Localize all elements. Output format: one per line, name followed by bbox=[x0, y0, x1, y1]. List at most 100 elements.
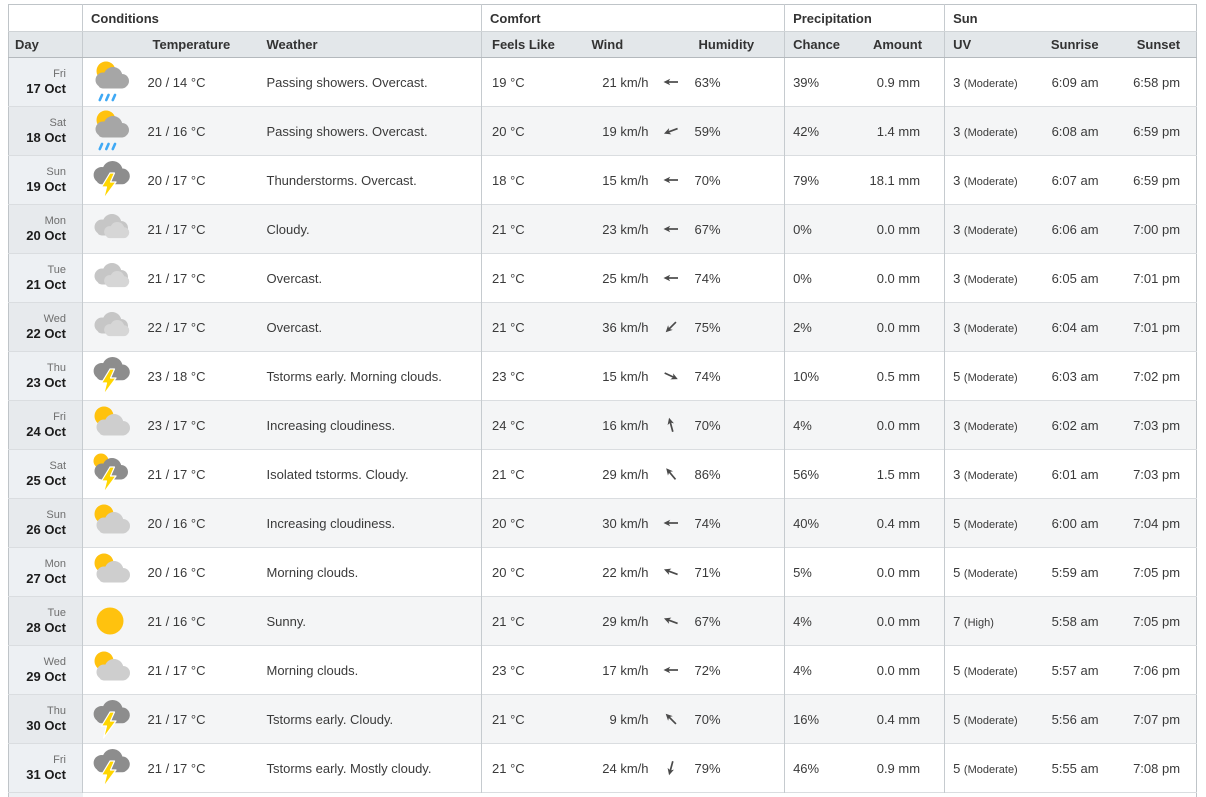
precip-amount-cell: 0.5 mm bbox=[859, 351, 945, 401]
precip-amount-cell: 0.0 mm bbox=[859, 645, 945, 695]
wind-speed-cell: 17 km/h bbox=[581, 645, 656, 695]
weather-description-cell: Tstorms early. Morning clouds. bbox=[258, 351, 482, 401]
sunrise-cell: 6:06 am bbox=[1046, 204, 1107, 254]
uv-value: 3 bbox=[953, 74, 961, 90]
precip-amount-cell: 0.4 mm bbox=[859, 498, 945, 548]
wind-direction-arrow-icon bbox=[658, 608, 684, 634]
humidity-cell: 63% bbox=[694, 74, 721, 90]
column-header-humidity: Humidity bbox=[685, 31, 785, 58]
precip-chance-cell: 39% bbox=[784, 57, 860, 107]
forecast-row[interactable]: Wed 29 Oct 21 / 17 °C Morning clouds. 23… bbox=[8, 645, 1197, 695]
uv-cell: 7 (High) bbox=[944, 596, 1047, 646]
forecast-row[interactable]: Sun 19 Oct 20 / 17 °C Thunderstorms. Ove… bbox=[8, 155, 1197, 205]
forecast-row[interactable]: Thu 23 Oct 23 / 18 °C Tstorms early. Mor… bbox=[8, 351, 1197, 401]
forecast-row[interactable]: Tue 28 Oct 21 / 16 °C Sunny. 21 °C 29 km… bbox=[8, 596, 1197, 646]
humidity-cell: 86% bbox=[685, 449, 785, 499]
date-label: 31 Oct bbox=[26, 766, 66, 782]
precip-chance-cell: 0% bbox=[784, 204, 860, 254]
uv-level-label: (Moderate) bbox=[963, 322, 1018, 335]
temperature-cell: 21 / 16 °C bbox=[138, 596, 259, 646]
thunderstorm-icon bbox=[88, 744, 134, 792]
uv-level-label: (High) bbox=[963, 616, 994, 629]
weekday-label: Sun bbox=[46, 165, 66, 178]
precip-chance-cell: 4% bbox=[784, 645, 860, 695]
feels-like-cell: 21 °C bbox=[481, 302, 582, 352]
uv-value: 3 bbox=[953, 172, 961, 188]
weather-icon-cell bbox=[82, 57, 139, 107]
forecast-row[interactable]: Wed 22 Oct 22 / 17 °C Overcast. 21 °C 36… bbox=[8, 302, 1197, 352]
feels-like-cell: 21 °C bbox=[481, 743, 582, 793]
sun-cloud-rain-icon bbox=[88, 58, 134, 106]
forecast-row[interactable]: Thu 30 Oct 21 / 17 °C Tstorms early. Clo… bbox=[8, 694, 1197, 744]
precip-amount-cell: 0.0 mm bbox=[859, 547, 945, 597]
feels-like-cell: 19 °C bbox=[481, 57, 582, 107]
sun-thunderstorm-icon bbox=[88, 450, 134, 498]
weather-icon-cell bbox=[82, 400, 139, 450]
uv-cell: 3 (Moderate) bbox=[944, 302, 1047, 352]
weekday-label: Tue bbox=[47, 263, 66, 276]
precip-amount-cell: 0.9 mm bbox=[859, 743, 945, 793]
forecast-row[interactable]: Mon 20 Oct 21 / 17 °C Cloudy. 21 °C 23 k… bbox=[8, 204, 1197, 254]
wind-direction-cell bbox=[656, 58, 686, 107]
forecast-row[interactable]: Sat 18 Oct 21 / 16 °C Passing showers. O… bbox=[8, 106, 1197, 156]
uv-cell: 5 (Moderate) bbox=[944, 498, 1047, 548]
weather-description-cell: Tstorms early. Mostly cloudy. bbox=[258, 743, 482, 793]
uv-level-label: (Moderate) bbox=[963, 518, 1018, 531]
column-header-amount: Amount bbox=[859, 31, 945, 58]
day-cell: Tue 28 Oct bbox=[8, 596, 83, 646]
sunset-cell: 7:06 pm bbox=[1106, 645, 1197, 695]
weather-description-cell: Sunny. bbox=[258, 596, 482, 646]
weekday-label: Tue bbox=[47, 606, 66, 619]
column-header-temperature: Temperature bbox=[138, 31, 259, 58]
forecast-row[interactable]: Tue 21 Oct 21 / 17 °C Overcast. 21 °C 25… bbox=[8, 253, 1197, 303]
feels-like-cell: 23 °C bbox=[481, 645, 582, 695]
wind-speed-cell: 29 km/h bbox=[581, 449, 656, 499]
column-header-day: Day bbox=[8, 31, 83, 58]
uv-value: 3 bbox=[953, 466, 961, 482]
weather-description-cell: Tstorms early. Cloudy. bbox=[258, 694, 482, 744]
uv-value: 5 bbox=[953, 711, 961, 727]
feels-like-cell: 20 °C bbox=[481, 498, 582, 548]
wind-direction-arrow-icon bbox=[661, 660, 681, 680]
temperature-cell: 20 / 16 °C bbox=[138, 498, 259, 548]
weekday-label: Sat bbox=[49, 459, 66, 472]
uv-level-label: (Moderate) bbox=[963, 77, 1018, 90]
column-header-icon-spacer bbox=[82, 31, 139, 58]
precip-amount-cell: 0.9 mm bbox=[876, 74, 921, 90]
precip-amount-cell: 0.0 mm bbox=[859, 253, 945, 303]
wind-direction-arrow-icon bbox=[661, 513, 681, 533]
forecast-row[interactable]: Fri 17 Oct 20 / 14 °C Passing showers. O… bbox=[8, 57, 1197, 107]
humidity-cell: 67% bbox=[685, 596, 785, 646]
day-cell: Sun 19 Oct bbox=[8, 155, 83, 205]
sunrise-cell: 5:59 am bbox=[1046, 547, 1107, 597]
uv-level-label: (Moderate) bbox=[963, 714, 1018, 727]
precip-amount-cell: 0.0 mm bbox=[859, 400, 945, 450]
group-header-row: Conditions Comfort Precipitation Sun bbox=[8, 4, 1197, 32]
uv-level-label: (Moderate) bbox=[963, 126, 1018, 139]
uv-cell: 5 (Moderate) bbox=[944, 694, 1047, 744]
forecast-row[interactable]: Fri 31 Oct 21 / 17 °C Tstorms early. Mos… bbox=[8, 743, 1197, 793]
forecast-row[interactable]: Sun 26 Oct 20 / 16 °C Increasing cloudin… bbox=[8, 498, 1197, 548]
feels-like-cell: 20 °C bbox=[481, 547, 582, 597]
feels-like-cell: 24 °C bbox=[481, 400, 582, 450]
temperature-cell: 22 / 17 °C bbox=[138, 302, 259, 352]
forecast-row[interactable]: Mon 27 Oct 20 / 16 °C Morning clouds. 20… bbox=[8, 547, 1197, 597]
feels-like-cell: 21 °C bbox=[481, 253, 582, 303]
humidity-cell: 70% bbox=[685, 155, 785, 205]
precip-amount-cell: 1.4 mm bbox=[859, 106, 945, 156]
sunset-cell: 7:01 pm bbox=[1106, 302, 1197, 352]
sun-cloud-icon bbox=[88, 499, 134, 547]
forecast-row[interactable]: Sat 25 Oct 21 / 17 °C Isolated tstorms. … bbox=[8, 449, 1197, 499]
day-cell: Thu 23 Oct bbox=[8, 351, 83, 401]
precip-chance-cell: 42% bbox=[784, 106, 860, 156]
wind-speed-cell: 19 km/h bbox=[581, 106, 656, 156]
uv-cell: 5 (Moderate) bbox=[944, 547, 1047, 597]
clouds-icon bbox=[88, 254, 134, 302]
date-label: 30 Oct bbox=[26, 717, 66, 733]
sun-cloud-icon bbox=[88, 646, 134, 694]
wind-speed-cell: 21 km/h bbox=[602, 74, 649, 90]
precip-chance-cell: 4% bbox=[784, 596, 860, 646]
forecast-row[interactable]: Fri 24 Oct 23 / 17 °C Increasing cloudin… bbox=[8, 400, 1197, 450]
humidity-cell: 71% bbox=[685, 547, 785, 597]
